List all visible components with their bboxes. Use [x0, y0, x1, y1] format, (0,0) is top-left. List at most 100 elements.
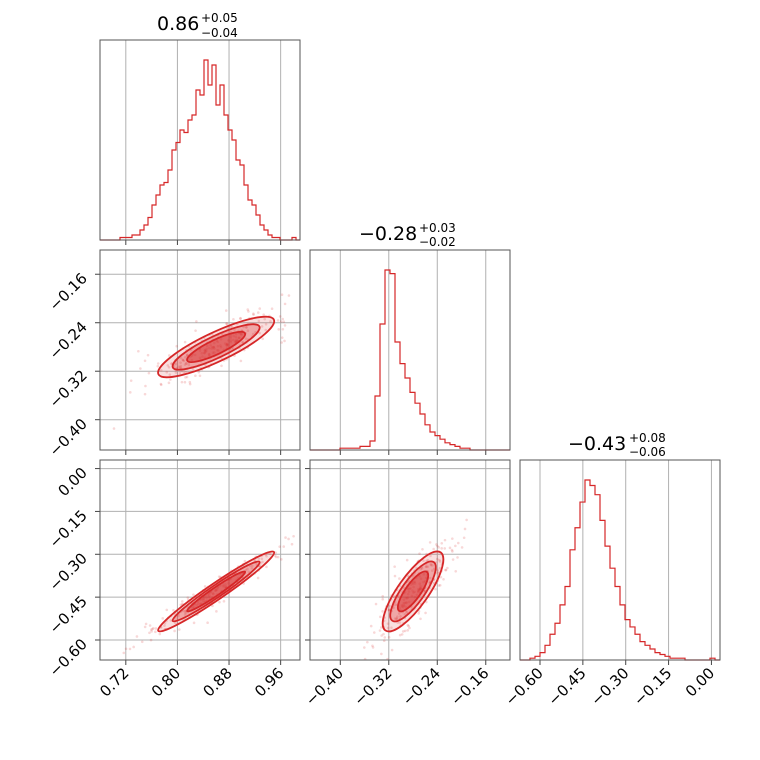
sample-point — [408, 626, 411, 630]
title-plus-1: +0.03 — [419, 221, 456, 235]
sample-point — [265, 555, 268, 558]
sample-point — [419, 617, 422, 621]
contour-line — [157, 550, 276, 633]
sample-point — [181, 600, 184, 603]
sample-point — [424, 611, 427, 615]
sample-point — [431, 564, 434, 567]
sample-point — [181, 358, 185, 362]
sample-point — [393, 574, 397, 578]
sample-point — [454, 569, 458, 573]
sample-point — [393, 565, 396, 568]
frame-hist-0 — [99, 39, 301, 241]
sample-point — [154, 627, 158, 630]
y-tick-label: 0.00 — [54, 464, 90, 500]
sample-point — [398, 621, 402, 624]
sample-point — [279, 320, 283, 323]
x-tick-label: 0.72 — [96, 664, 132, 700]
sample-point — [179, 356, 183, 360]
sample-point — [387, 609, 391, 612]
sample-point — [191, 367, 195, 371]
sample-point — [167, 354, 171, 357]
sample-point — [179, 366, 182, 369]
sample-point — [381, 610, 384, 613]
sample-point — [442, 577, 445, 581]
contour-line — [157, 315, 276, 379]
sample-point — [239, 359, 243, 363]
y-tick-label: −0.45 — [46, 592, 91, 637]
sample-point — [192, 621, 196, 625]
ticks-hist-2: −0.60−0.45−0.30−0.15 0.00 — [502, 660, 718, 709]
sample-point — [225, 322, 228, 326]
sample-point — [224, 309, 228, 312]
sample-point — [428, 541, 432, 544]
sample-point — [280, 336, 284, 339]
title-plus-2: +0.08 — [629, 431, 666, 445]
sample-point — [246, 567, 249, 571]
sample-point — [429, 554, 432, 558]
sample-point — [246, 308, 250, 311]
sample-point — [440, 547, 443, 550]
sample-point — [173, 629, 176, 633]
sample-point — [151, 627, 154, 631]
sample-point — [150, 628, 153, 631]
sample-point — [421, 548, 424, 551]
sample-point — [456, 556, 459, 559]
sample-point — [451, 537, 454, 540]
panel-scatter-1-2: −0.40 −0.32 −0.24 −0.16 — [302, 459, 511, 709]
sample-point — [448, 546, 452, 550]
sample-point — [403, 612, 407, 616]
sample-point — [406, 629, 410, 632]
sample-point — [378, 629, 382, 632]
panel-scatter-0-2: 0.72 0.80 0.88 0.96 −0.60−0.45−0.30−0.15 0.00 — [46, 459, 301, 701]
sample-point — [287, 294, 291, 297]
sample-point — [405, 558, 409, 562]
sample-point — [195, 320, 198, 323]
sample-point — [197, 370, 201, 374]
sample-point — [128, 391, 132, 394]
y-tick-label: −0.24 — [46, 318, 91, 363]
sample-point — [276, 319, 280, 322]
grid-hist-2 — [539, 460, 712, 660]
sample-point — [382, 639, 386, 643]
sample-point — [274, 551, 277, 554]
sample-point — [465, 518, 468, 522]
sample-point — [250, 566, 254, 570]
sample-point — [261, 337, 264, 341]
sample-point — [428, 576, 432, 580]
sample-point — [144, 622, 148, 626]
sample-point — [438, 558, 441, 562]
sample-point — [169, 619, 173, 622]
sample-point — [144, 384, 147, 388]
sample-point — [422, 559, 425, 563]
ticks-scatter-0-2: 0.72 0.80 0.88 0.96 −0.60−0.45−0.30−0.15 0.00 — [46, 464, 288, 701]
sample-point — [420, 567, 424, 570]
sample-point — [380, 652, 383, 656]
sample-point — [175, 344, 179, 348]
sample-point — [426, 565, 430, 568]
sample-point — [258, 331, 261, 335]
sample-point — [146, 353, 150, 357]
sample-point — [239, 316, 242, 320]
histogram-0 — [100, 59, 300, 241]
ticks-hist-1 — [339, 450, 487, 455]
sample-point — [280, 293, 284, 297]
sample-point — [232, 317, 235, 321]
sample-point — [444, 568, 447, 572]
sample-point — [139, 367, 142, 370]
sample-point — [183, 356, 187, 359]
sample-point — [397, 612, 401, 615]
sample-point — [184, 376, 187, 379]
x-tick-label: −0.40 — [302, 664, 347, 709]
sample-point — [451, 550, 454, 553]
sample-point — [405, 611, 409, 614]
sample-point — [174, 371, 178, 374]
sample-point — [273, 554, 277, 557]
contours-scatter-0-2 — [157, 550, 276, 633]
sample-point — [387, 608, 391, 612]
sample-point — [381, 594, 385, 598]
sample-point — [192, 593, 195, 596]
sample-point — [178, 628, 181, 631]
sample-point — [438, 566, 442, 570]
sample-point — [186, 353, 189, 357]
sample-point — [256, 576, 260, 580]
